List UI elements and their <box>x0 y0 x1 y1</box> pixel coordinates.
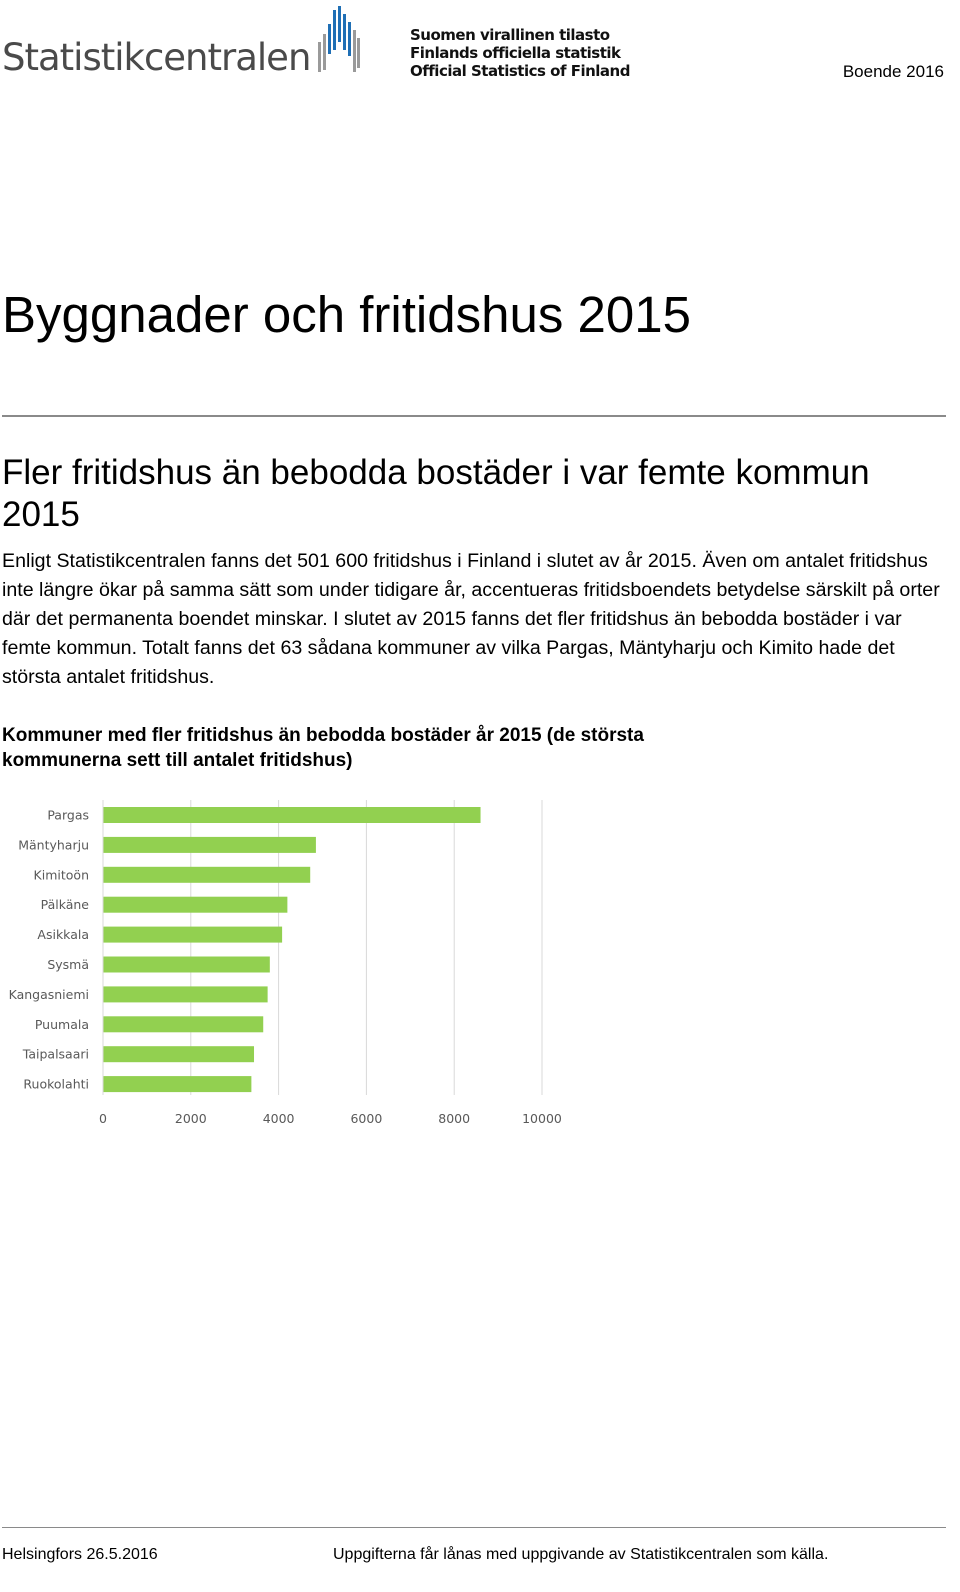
x-tick-label: 4000 <box>263 1111 295 1126</box>
logo-line-english: Official Statistics of Finland <box>410 62 630 80</box>
bar <box>103 836 316 853</box>
footer-place-date: Helsingfors 26.5.2016 <box>2 1546 158 1563</box>
section-heading: Fler fritidshus än bebodda bostäder i va… <box>2 453 870 534</box>
footer-source-note: Uppgifterna får lånas med uppgivande av … <box>333 1546 829 1563</box>
chart-title: Kommuner med fler fritidshus än bebodda … <box>2 725 644 771</box>
category-label: Kangasniemi <box>9 987 89 1002</box>
bar <box>103 956 270 973</box>
logo-wordmark: Statistikcentralen <box>2 36 311 79</box>
category-label: Mäntyharju <box>18 837 89 852</box>
category-label: Asikkala <box>37 927 89 942</box>
x-tick-label: 0 <box>99 1111 107 1126</box>
category-label: Kimitoön <box>34 867 89 882</box>
x-tick-label: 10000 <box>522 1111 562 1126</box>
bar <box>103 807 481 823</box>
logo-line-finnish: Suomen virallinen tilasto <box>410 26 610 44</box>
category-label: Taipalsaari <box>22 1047 89 1062</box>
category-label: Pargas <box>47 808 89 823</box>
publication-name: Boende 2016 <box>842 62 944 81</box>
category-label: Pälkäne <box>41 897 90 912</box>
statistics-finland-logo-icon <box>318 6 360 72</box>
x-tick-label: 2000 <box>175 1111 207 1126</box>
bar <box>103 896 288 913</box>
bar <box>103 1076 252 1093</box>
bar <box>103 926 283 943</box>
category-label: Ruokolahti <box>23 1077 89 1092</box>
page-title: Byggnader och fritidshus 2015 <box>2 286 691 343</box>
bar <box>103 866 311 883</box>
footer-divider <box>2 1527 946 1528</box>
intro-paragraph: Enligt Statistikcentralen fanns det 501 … <box>2 550 940 688</box>
page-header: Statistikcentralen Suomen virallinen til… <box>0 0 960 90</box>
bar <box>103 1046 255 1063</box>
logo-text-block: Suomen virallinen tilasto Finlands offic… <box>410 26 630 80</box>
bar <box>103 1016 264 1033</box>
logo-line-swedish: Finlands officiella statistik <box>410 44 621 62</box>
bar <box>103 986 268 1003</box>
x-tick-label: 8000 <box>438 1111 470 1126</box>
category-label: Puumala <box>35 1017 89 1032</box>
x-tick-label: 6000 <box>350 1111 382 1126</box>
title-divider <box>2 415 946 417</box>
bar-chart: 0 2000 4000 6000 8000 10000 Pargas Mäntyharju Ki… <box>9 800 562 1126</box>
category-label: Sysmä <box>47 957 89 972</box>
